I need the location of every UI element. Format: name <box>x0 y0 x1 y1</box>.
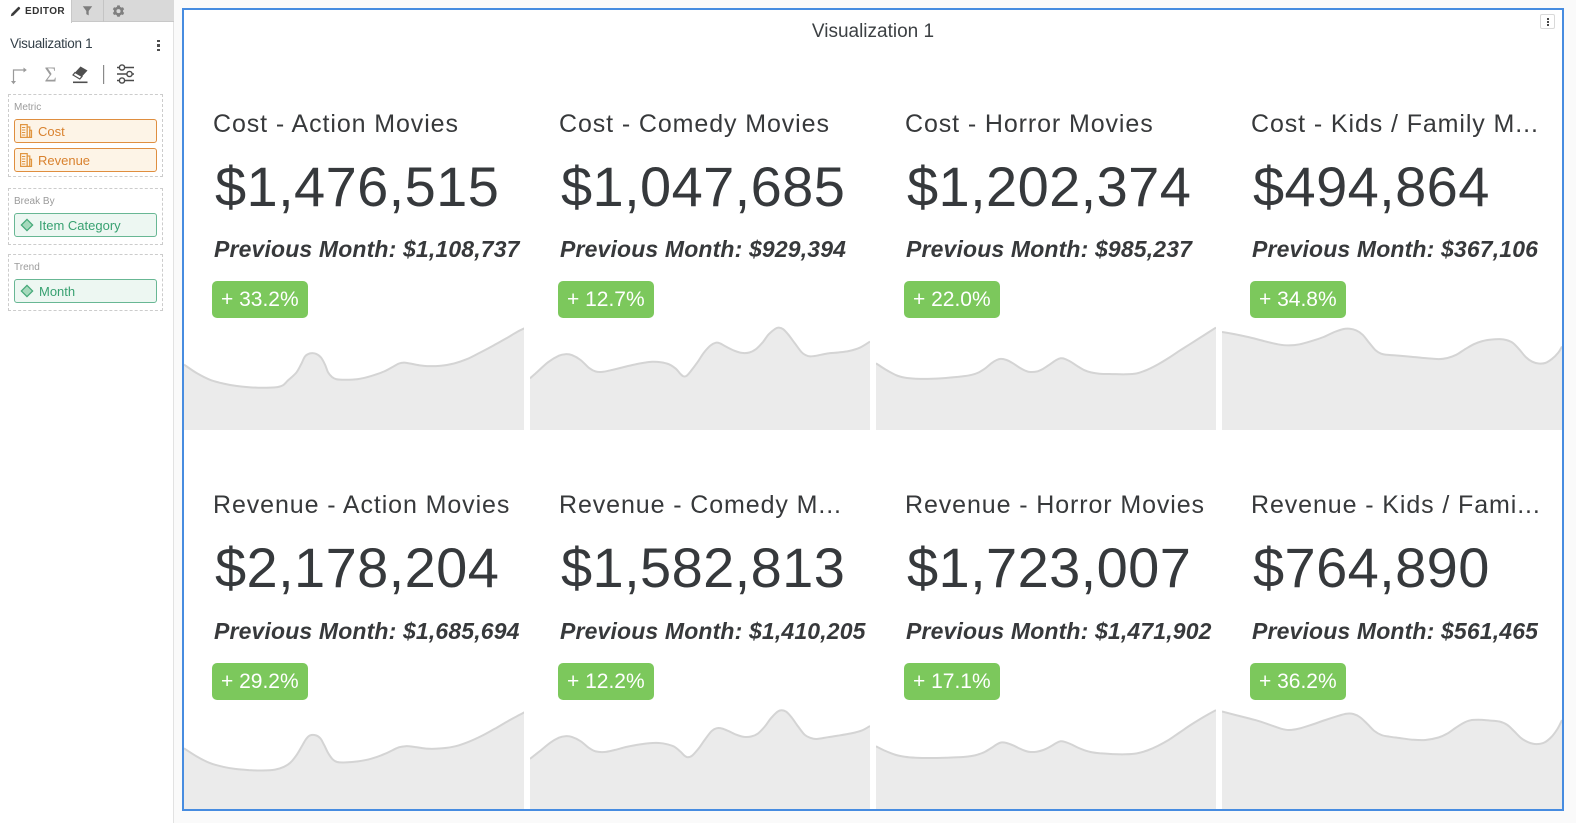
svg-text:Σ: Σ <box>45 63 57 87</box>
